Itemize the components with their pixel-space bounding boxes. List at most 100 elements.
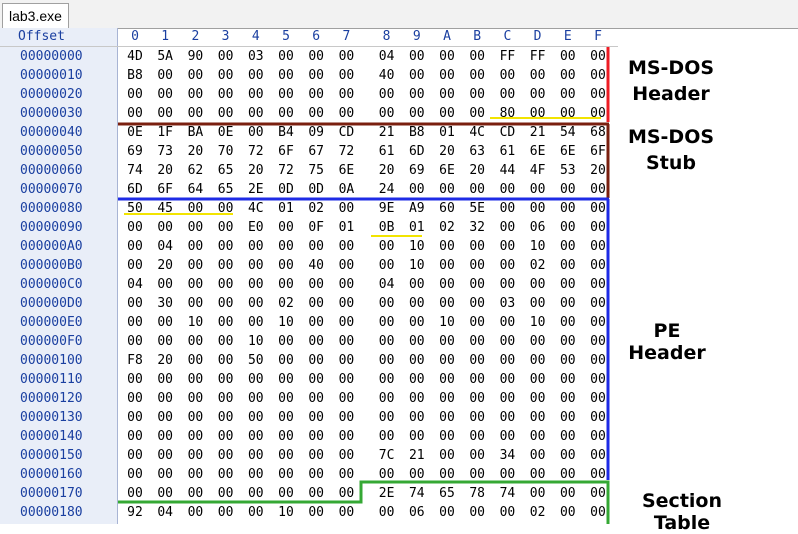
hex-byte[interactable]: 00 bbox=[278, 106, 294, 121]
hex-byte[interactable]: 00 bbox=[559, 277, 576, 292]
hex-byte[interactable]: 00 bbox=[499, 201, 516, 216]
hex-byte[interactable]: 00 bbox=[338, 467, 355, 482]
hex-byte[interactable]: 1F bbox=[157, 125, 174, 140]
hex-byte[interactable]: 00 bbox=[499, 467, 516, 482]
hex-byte[interactable]: 00 bbox=[217, 410, 234, 425]
hex-byte[interactable]: 00 bbox=[308, 486, 325, 501]
hex-byte[interactable]: 02 bbox=[308, 201, 325, 216]
hex-byte[interactable]: 00 bbox=[187, 334, 204, 349]
hex-byte[interactable]: 00 bbox=[247, 277, 264, 292]
hex-byte[interactable]: 00 bbox=[439, 334, 455, 349]
hex-byte[interactable]: 00 bbox=[278, 258, 294, 273]
hex-byte[interactable]: 61 bbox=[378, 144, 395, 159]
hex-byte[interactable]: 00 bbox=[559, 467, 576, 482]
hex-byte[interactable]: 00 bbox=[469, 182, 486, 197]
hex-byte[interactable]: 0D bbox=[308, 182, 325, 197]
hex-byte[interactable]: 00 bbox=[247, 296, 264, 311]
hex-byte[interactable]: 00 bbox=[559, 391, 576, 406]
hex-byte[interactable]: 00 bbox=[469, 429, 486, 444]
hex-byte[interactable]: 00 bbox=[590, 68, 606, 83]
hex-byte[interactable]: 00 bbox=[217, 467, 234, 482]
hex-byte[interactable]: 9E bbox=[378, 201, 395, 216]
hex-byte[interactable]: 00 bbox=[157, 486, 174, 501]
hex-byte[interactable]: 72 bbox=[278, 163, 294, 178]
hex-byte[interactable]: 00 bbox=[408, 68, 425, 83]
hex-byte[interactable]: 00 bbox=[378, 353, 395, 368]
hex-byte[interactable]: 00 bbox=[308, 410, 325, 425]
hex-byte[interactable]: 00 bbox=[217, 448, 234, 463]
hex-byte[interactable]: 00 bbox=[590, 277, 606, 292]
hex-byte[interactable]: 92 bbox=[127, 505, 143, 520]
hex-byte[interactable]: 00 bbox=[529, 353, 546, 368]
hex-byte[interactable]: 00 bbox=[338, 448, 355, 463]
hex-byte[interactable]: 00 bbox=[378, 87, 395, 102]
hex-byte[interactable]: 00 bbox=[338, 106, 355, 121]
hex-byte[interactable]: 00 bbox=[187, 106, 204, 121]
hex-byte[interactable]: 00 bbox=[499, 258, 516, 273]
hex-byte[interactable]: 65 bbox=[217, 182, 234, 197]
hex-byte[interactable]: B4 bbox=[278, 125, 294, 140]
hex-byte[interactable]: 00 bbox=[217, 68, 234, 83]
hex-byte[interactable]: 00 bbox=[499, 87, 516, 102]
hex-byte[interactable]: 00 bbox=[559, 296, 576, 311]
hex-byte[interactable]: 6F bbox=[590, 144, 606, 159]
hex-byte[interactable]: 00 bbox=[408, 467, 425, 482]
hex-byte[interactable]: 00 bbox=[338, 372, 355, 387]
hex-byte[interactable]: 00 bbox=[247, 429, 264, 444]
hex-byte[interactable]: 00 bbox=[469, 467, 486, 482]
hex-byte[interactable]: 2E bbox=[247, 182, 264, 197]
hex-byte[interactable]: 01 bbox=[278, 201, 294, 216]
hex-byte[interactable]: 6D bbox=[408, 144, 425, 159]
hex-byte[interactable]: E0 bbox=[247, 220, 264, 235]
hex-byte[interactable]: 00 bbox=[308, 353, 325, 368]
hex-byte[interactable]: 00 bbox=[469, 505, 486, 520]
hex-byte[interactable]: 00 bbox=[187, 505, 204, 520]
hex-byte[interactable]: 00 bbox=[408, 429, 425, 444]
hex-byte[interactable]: 00 bbox=[308, 239, 325, 254]
hex-byte[interactable]: 6E bbox=[529, 144, 546, 159]
hex-byte[interactable]: 00 bbox=[559, 448, 576, 463]
hex-byte[interactable]: 00 bbox=[157, 315, 174, 330]
hex-byte[interactable]: 00 bbox=[338, 486, 355, 501]
hex-byte[interactable]: 45 bbox=[157, 201, 174, 216]
hex-byte[interactable]: 20 bbox=[247, 163, 264, 178]
hex-byte[interactable]: 00 bbox=[590, 353, 606, 368]
hex-byte[interactable]: 00 bbox=[529, 87, 546, 102]
hex-byte[interactable]: 00 bbox=[408, 296, 425, 311]
hex-byte[interactable]: 20 bbox=[590, 163, 606, 178]
hex-byte[interactable]: 00 bbox=[338, 239, 355, 254]
hex-byte[interactable]: 00 bbox=[469, 448, 486, 463]
hex-byte[interactable]: 00 bbox=[308, 334, 325, 349]
hex-byte[interactable]: 00 bbox=[157, 372, 174, 387]
hex-byte[interactable]: 00 bbox=[559, 49, 576, 64]
hex-byte[interactable]: 00 bbox=[127, 391, 143, 406]
hex-byte[interactable]: 00 bbox=[217, 220, 234, 235]
hex-byte[interactable]: 00 bbox=[127, 315, 143, 330]
hex-byte[interactable]: 00 bbox=[559, 106, 576, 121]
hex-byte[interactable]: 70 bbox=[217, 144, 234, 159]
hex-byte[interactable]: 6E bbox=[439, 163, 455, 178]
hex-byte[interactable]: 0B bbox=[378, 220, 395, 235]
hex-byte[interactable]: 00 bbox=[559, 486, 576, 501]
hex-byte[interactable]: 00 bbox=[247, 410, 264, 425]
hex-byte[interactable]: 00 bbox=[378, 106, 395, 121]
hex-byte[interactable]: 00 bbox=[187, 296, 204, 311]
hex-byte[interactable]: 00 bbox=[439, 448, 455, 463]
hex-byte[interactable]: 00 bbox=[157, 410, 174, 425]
hex-byte[interactable]: 75 bbox=[308, 163, 325, 178]
hex-byte[interactable]: 20 bbox=[469, 163, 486, 178]
hex-byte[interactable]: 00 bbox=[278, 239, 294, 254]
hex-byte[interactable]: 04 bbox=[157, 239, 174, 254]
hex-byte[interactable]: 00 bbox=[338, 277, 355, 292]
hex-byte[interactable]: 65 bbox=[439, 486, 455, 501]
hex-byte[interactable]: 00 bbox=[439, 429, 455, 444]
hex-byte[interactable]: 00 bbox=[127, 429, 143, 444]
hex-byte[interactable]: 00 bbox=[217, 429, 234, 444]
hex-byte[interactable]: 00 bbox=[338, 258, 355, 273]
hex-byte[interactable]: 00 bbox=[469, 49, 486, 64]
hex-byte[interactable]: 04 bbox=[378, 49, 395, 64]
hex-byte[interactable]: 80 bbox=[499, 106, 516, 121]
hex-byte[interactable]: 00 bbox=[559, 201, 576, 216]
hex-byte[interactable]: 00 bbox=[378, 334, 395, 349]
hex-byte[interactable]: 00 bbox=[278, 372, 294, 387]
